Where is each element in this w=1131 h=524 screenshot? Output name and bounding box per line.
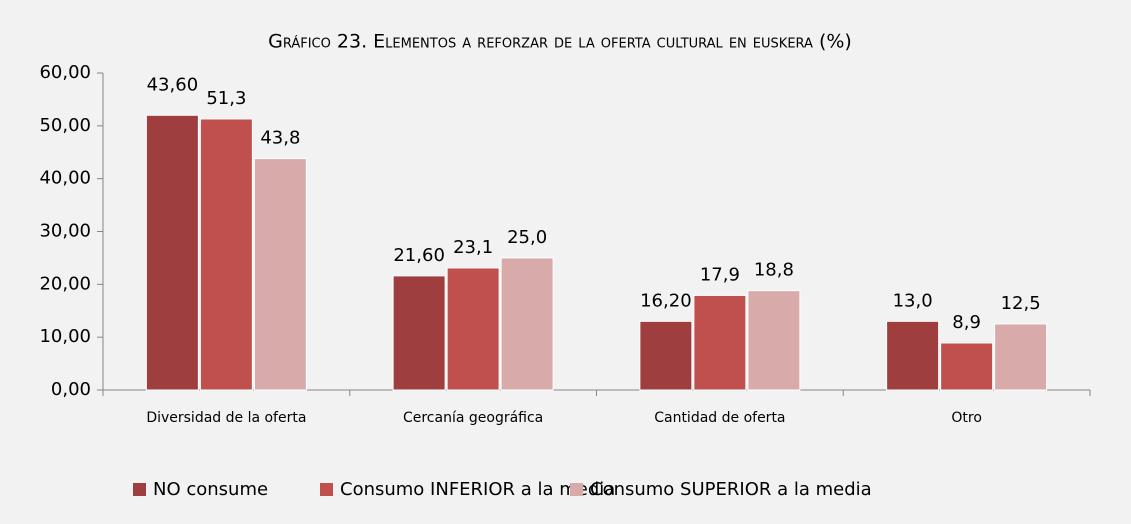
bar — [940, 342, 994, 391]
data-label: 8,9 — [952, 312, 981, 333]
legend-label: Consumo SUPERIOR a la media — [590, 479, 872, 500]
data-label: 18,8 — [754, 260, 794, 281]
legend-swatch — [320, 483, 333, 496]
bar — [747, 290, 801, 391]
bar — [994, 323, 1048, 391]
data-label: 13,0 — [893, 290, 933, 311]
y-tick-label: 20,00 — [39, 273, 91, 294]
legend-label: Consumo INFERIOR a la media — [340, 479, 615, 500]
x-tick-label: Otro — [951, 410, 982, 426]
data-label: 43,8 — [260, 128, 300, 149]
legend-swatch — [570, 483, 583, 496]
data-label: 23,1 — [453, 237, 493, 258]
data-label: 25,0 — [507, 227, 547, 248]
data-label: 51,3 — [206, 88, 246, 109]
data-label: 12,5 — [1001, 293, 1041, 314]
x-tick-label: Cercanía geográfica — [403, 410, 543, 426]
data-label: 43,60 — [147, 74, 199, 95]
bar — [446, 267, 500, 391]
legend-label: NO consume — [153, 479, 268, 500]
chart-title: Gráfico 23. Elementos a reforzar de la o… — [268, 31, 852, 53]
x-tick-label: Cantidad de oferta — [654, 410, 785, 426]
bar — [145, 114, 199, 391]
y-tick-label: 60,00 — [39, 62, 91, 83]
bar — [199, 118, 253, 391]
y-tick-label: 30,00 — [39, 221, 91, 242]
y-tick-label: 50,00 — [39, 115, 91, 136]
bar — [500, 257, 554, 391]
bar — [886, 320, 940, 391]
legend-swatch — [133, 483, 146, 496]
y-tick-label: 10,00 — [39, 326, 91, 347]
bar — [392, 275, 446, 391]
y-tick-label: 40,00 — [39, 168, 91, 189]
x-tick-label: Diversidad de la oferta — [146, 410, 306, 426]
y-tick-label: 0,00 — [51, 379, 91, 400]
bar — [639, 320, 693, 391]
bar — [253, 158, 307, 391]
data-label: 16,20 — [640, 290, 692, 311]
data-label: 21,60 — [393, 245, 445, 266]
data-label: 17,9 — [700, 264, 740, 285]
bar — [693, 294, 747, 391]
